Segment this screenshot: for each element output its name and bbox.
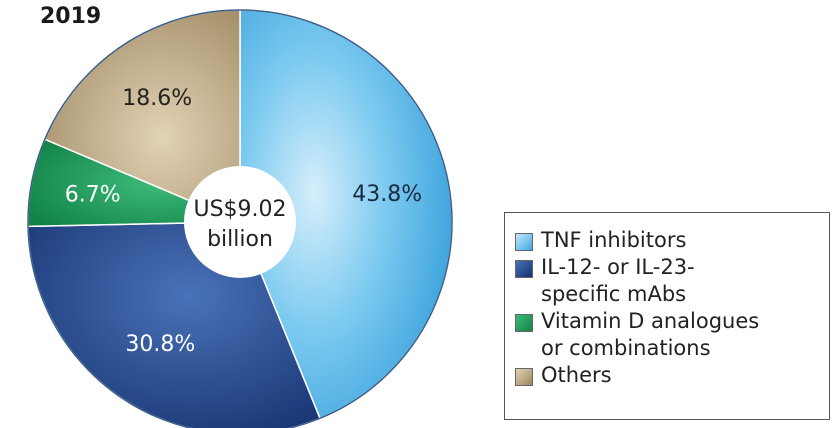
legend-label-il: IL-12- or IL-23- specific mAbs bbox=[541, 255, 695, 306]
legend-item-others: Others bbox=[515, 362, 612, 389]
legend-label-tnf: TNF inhibitors bbox=[541, 228, 687, 252]
slice-label-1: 30.8% bbox=[125, 332, 195, 357]
legend-swatch-il bbox=[515, 260, 533, 278]
legend: TNF inhibitors IL-12- or IL-23- specific… bbox=[504, 212, 830, 420]
legend-swatch-tnf bbox=[515, 233, 533, 251]
legend-label-others: Others bbox=[541, 363, 612, 387]
pie-outline bbox=[27, 9, 453, 428]
slice-label-2: 6.7% bbox=[65, 183, 121, 208]
legend-label-vitd: Vitamin D analogues or combinations bbox=[541, 309, 760, 360]
legend-swatch-vitd bbox=[515, 314, 533, 332]
slice-label-3: 18.6% bbox=[122, 86, 192, 111]
center-label-line-2: billion bbox=[207, 227, 273, 252]
slice-labels: 43.8% 30.8% 6.7% 18.6% bbox=[65, 86, 422, 357]
center-label-line-1: US$9.02 bbox=[193, 197, 286, 222]
slice-label-0: 43.8% bbox=[352, 182, 422, 207]
legend-item-il: IL-12- or IL-23- specific mAbs bbox=[515, 254, 695, 308]
legend-swatch-others bbox=[515, 368, 533, 386]
legend-item-tnf: TNF inhibitors bbox=[515, 227, 686, 254]
pie-center bbox=[184, 166, 296, 278]
chart-title: 2019 bbox=[40, 4, 102, 29]
legend-item-vitd: Vitamin D analogues or combinations bbox=[515, 308, 759, 362]
pie-chart: US$9.02 billion 43.8% 30.8% 6.7% 18.6% bbox=[27, 9, 453, 428]
